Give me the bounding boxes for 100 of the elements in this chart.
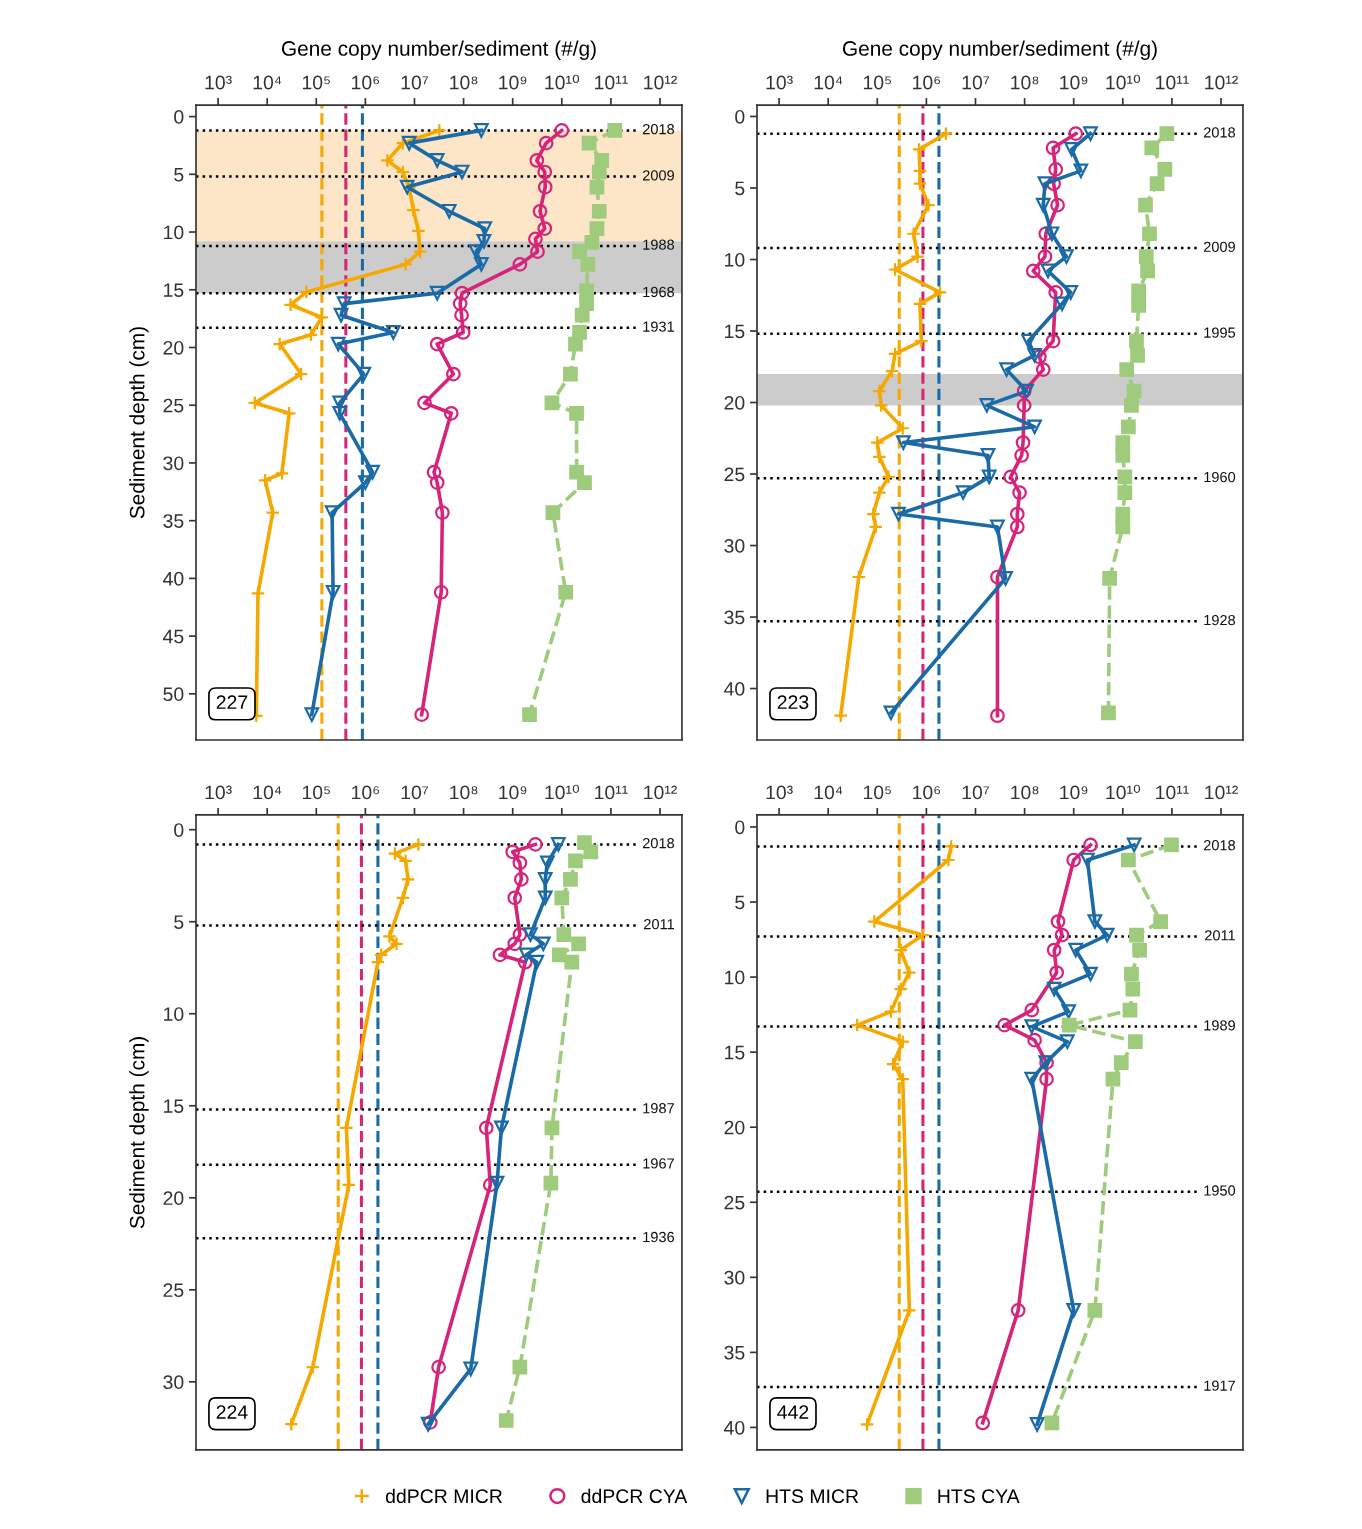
y-tick-label: 5 bbox=[174, 915, 184, 929]
y-axis-title: Sediment depth (cm) bbox=[129, 1037, 149, 1229]
x-tick-label: 10¹² bbox=[644, 75, 677, 90]
x-tick-label: 10⁶ bbox=[352, 75, 380, 90]
x-tick-label: 10⁷ bbox=[401, 75, 429, 90]
y-tick-label: 20 bbox=[163, 1191, 184, 1206]
annotation: 224 bbox=[216, 1405, 248, 1419]
x-tick-label: 10⁴ bbox=[253, 785, 282, 800]
x-tick-label: 10³ bbox=[766, 75, 793, 90]
x-tick-label: 10⁸ bbox=[1011, 75, 1039, 90]
annotation: 2011 bbox=[1205, 930, 1235, 941]
y-tick-label: 35 bbox=[724, 610, 745, 625]
annotation: 1931 bbox=[643, 321, 674, 332]
legend-label: ddPCR MICR bbox=[385, 1488, 502, 1504]
y-tick-label: 10 bbox=[725, 252, 745, 267]
x-tick-label: 10⁴ bbox=[814, 75, 843, 90]
x-tick-label: 10⁴ bbox=[814, 785, 843, 800]
y-tick-label: 5 bbox=[174, 167, 184, 182]
y-tick-label: 20 bbox=[724, 395, 745, 410]
x-tick-label: 10⁸ bbox=[450, 75, 478, 90]
x-tick-label: 10⁴ bbox=[253, 75, 282, 90]
annotation: 2018 bbox=[1203, 840, 1236, 851]
annotation: 223 bbox=[777, 695, 809, 710]
y-tick-label: 40 bbox=[163, 571, 184, 586]
y-axis-title: Sediment depth (cm) bbox=[129, 327, 149, 519]
x-tick-label: 10¹¹ bbox=[595, 75, 628, 90]
annotation: 1989 bbox=[1204, 1020, 1235, 1031]
y-tick-label: 35 bbox=[724, 1345, 745, 1360]
x-tick-label: 10³ bbox=[766, 785, 793, 800]
x-tick-label: 10⁶ bbox=[913, 785, 941, 800]
legend-label: ddPCR CYA bbox=[581, 1488, 688, 1504]
x-tick-label: 10⁵ bbox=[863, 75, 891, 90]
y-tick-label: 20 bbox=[163, 340, 184, 355]
x-axis-title: Gene copy number/sediment (#/g) bbox=[281, 40, 596, 60]
y-tick-label: 25 bbox=[163, 1283, 184, 1298]
x-tick-label: 10¹⁰ bbox=[1106, 74, 1141, 90]
annotation: 1988 bbox=[643, 239, 675, 250]
y-tick-label: 30 bbox=[724, 1270, 745, 1285]
y-tick-label: 40 bbox=[724, 682, 745, 696]
annotation: 227 bbox=[216, 695, 248, 709]
y-tick-label: 10 bbox=[164, 1007, 184, 1021]
x-tick-label: 10⁵ bbox=[863, 785, 891, 800]
x-tick-label: 10⁹ bbox=[499, 785, 527, 800]
x-tick-label: 10⁵ bbox=[302, 75, 330, 90]
y-tick-label: 25 bbox=[724, 1195, 745, 1210]
annotation: 2018 bbox=[642, 124, 675, 135]
x-tick-label: 10¹¹ bbox=[1156, 75, 1189, 90]
x-tick-label: 10⁶ bbox=[913, 75, 941, 90]
y-tick-label: 15 bbox=[164, 1099, 184, 1113]
y-tick-label: 30 bbox=[163, 1375, 184, 1390]
y-tick-label: 15 bbox=[725, 324, 745, 339]
annotation: 1936 bbox=[643, 1231, 675, 1243]
annotation: 2018 bbox=[1203, 127, 1236, 138]
annotation: 1928 bbox=[1204, 614, 1236, 626]
x-tick-label: 10⁸ bbox=[450, 785, 478, 800]
annotation: 1995 bbox=[1204, 327, 1236, 338]
y-tick-label: 40 bbox=[724, 1420, 745, 1435]
y-tick-label: 10 bbox=[164, 225, 184, 240]
x-tick-label: 10¹² bbox=[1205, 75, 1238, 90]
y-tick-label: 20 bbox=[724, 1120, 745, 1135]
annotation: 1950 bbox=[1204, 1185, 1236, 1196]
annotation: 1987 bbox=[643, 1103, 674, 1114]
x-tick-label: 10¹¹ bbox=[595, 785, 628, 800]
y-tick-label: 5 bbox=[735, 181, 745, 196]
x-tick-label: 10⁷ bbox=[962, 785, 990, 800]
x-tick-label: 10⁹ bbox=[1060, 75, 1088, 90]
y-tick-label: 5 bbox=[735, 895, 745, 910]
y-tick-label: 15 bbox=[725, 1045, 745, 1060]
legend-label: HTS CYA bbox=[938, 1489, 1020, 1504]
y-tick-label: 0 bbox=[174, 823, 184, 837]
x-tick-label: 10⁹ bbox=[499, 75, 527, 90]
x-tick-label: 10⁵ bbox=[302, 785, 330, 800]
y-tick-label: 25 bbox=[724, 467, 745, 482]
y-tick-label: 30 bbox=[163, 456, 184, 471]
y-tick-label: 10 bbox=[725, 970, 745, 985]
annotation: 2011 bbox=[644, 918, 674, 930]
x-tick-label: 10¹⁰ bbox=[1106, 784, 1141, 800]
x-axis-title: Gene copy number/sediment (#/g) bbox=[842, 40, 1157, 60]
annotation: 2009 bbox=[642, 170, 674, 181]
annotation: 1917 bbox=[1204, 1380, 1235, 1391]
legend-label: HTS MICR bbox=[766, 1489, 859, 1504]
annotation: 2018 bbox=[642, 837, 675, 849]
x-tick-label: 10³ bbox=[205, 75, 232, 90]
y-tick-label: 30 bbox=[724, 539, 745, 553]
annotation: 1968 bbox=[643, 286, 675, 298]
x-tick-label: 10¹² bbox=[644, 785, 677, 800]
y-tick-label: 45 bbox=[163, 629, 184, 644]
y-tick-label: 35 bbox=[163, 514, 184, 528]
x-tick-label: 10¹¹ bbox=[1156, 785, 1189, 800]
x-tick-label: 10⁷ bbox=[401, 785, 429, 800]
x-tick-label: 10⁷ bbox=[962, 75, 990, 90]
x-tick-label: 10¹⁰ bbox=[545, 74, 580, 90]
y-tick-label: 0 bbox=[174, 110, 184, 124]
annotation: 1960 bbox=[1204, 471, 1236, 483]
annotation: 442 bbox=[777, 1405, 809, 1419]
x-tick-label: 10³ bbox=[205, 785, 232, 800]
y-tick-label: 0 bbox=[735, 820, 745, 835]
x-tick-label: 10⁹ bbox=[1060, 785, 1088, 800]
annotation: 1967 bbox=[643, 1158, 674, 1169]
y-tick-label: 15 bbox=[164, 283, 184, 297]
